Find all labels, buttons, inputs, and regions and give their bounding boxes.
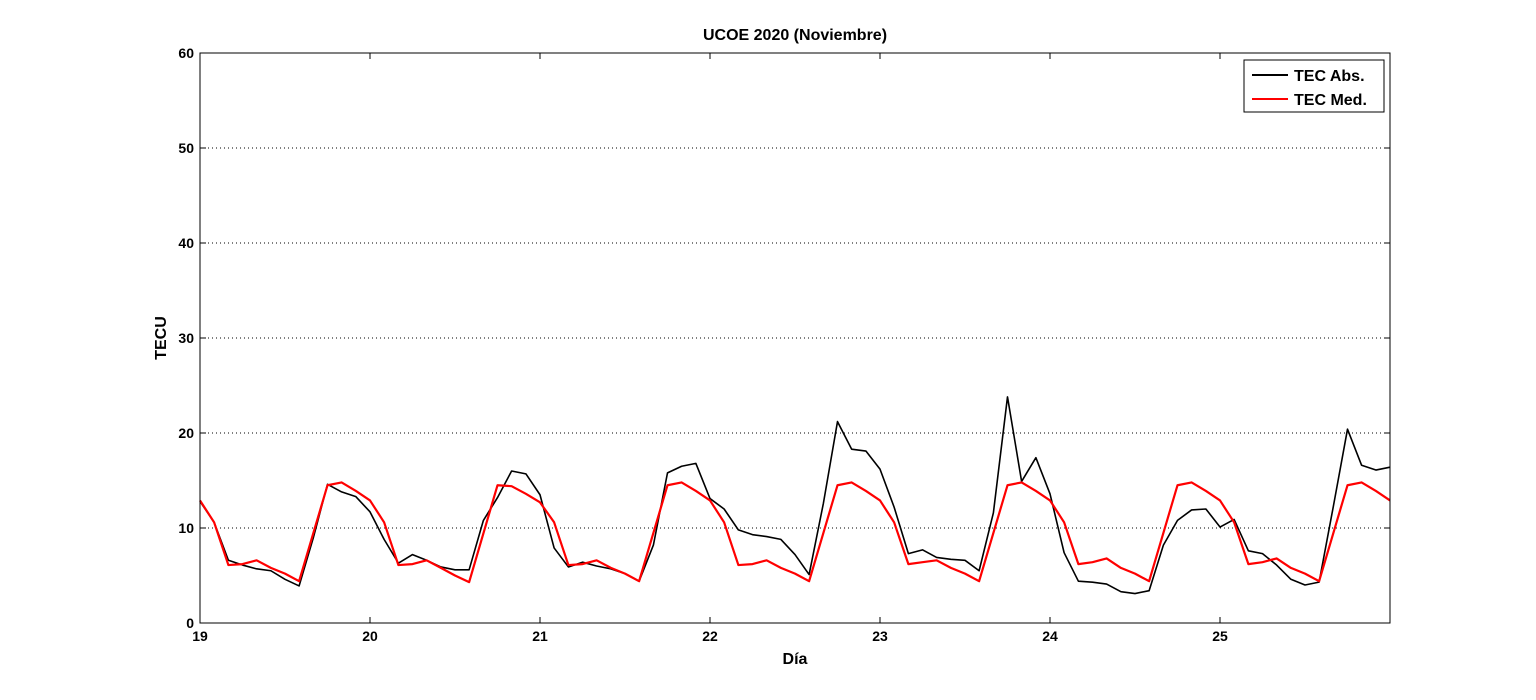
legend-label-tec-abs: TEC Abs. <box>1294 68 1365 85</box>
legend-box <box>1243 59 1385 113</box>
x-tick-label: 19 <box>192 628 208 644</box>
x-tick-label: 24 <box>1042 628 1058 644</box>
x-axis-label: Día <box>783 651 808 668</box>
y-tick-label: 10 <box>178 520 194 536</box>
axis-ticks: 0 10 20 30 40 50 60 19 20 21 22 23 24 25 <box>178 45 1390 644</box>
chart-title: UCOE 2020 (Noviembre) <box>703 27 887 44</box>
y-tick-label: 0 <box>186 615 194 631</box>
legend: TEC Abs. TEC Med. <box>1243 59 1385 113</box>
x-tick-label: 23 <box>872 628 888 644</box>
y-tick-label: 30 <box>178 330 194 346</box>
y-tick-label: 50 <box>178 140 194 156</box>
series-line-tec-med <box>199 481 1391 584</box>
x-tick-label: 22 <box>702 628 718 644</box>
x-tick-label: 25 <box>1212 628 1228 644</box>
y-tick-label: 40 <box>178 235 194 251</box>
y-axis-label: TECU <box>153 316 170 360</box>
y-tick-label: 20 <box>178 425 194 441</box>
y-tick-label: 60 <box>178 45 194 61</box>
x-tick-label: 20 <box>362 628 378 644</box>
x-tick-label: 21 <box>532 628 548 644</box>
legend-label-tec-med: TEC Med. <box>1294 92 1367 109</box>
series-group <box>199 396 1391 595</box>
